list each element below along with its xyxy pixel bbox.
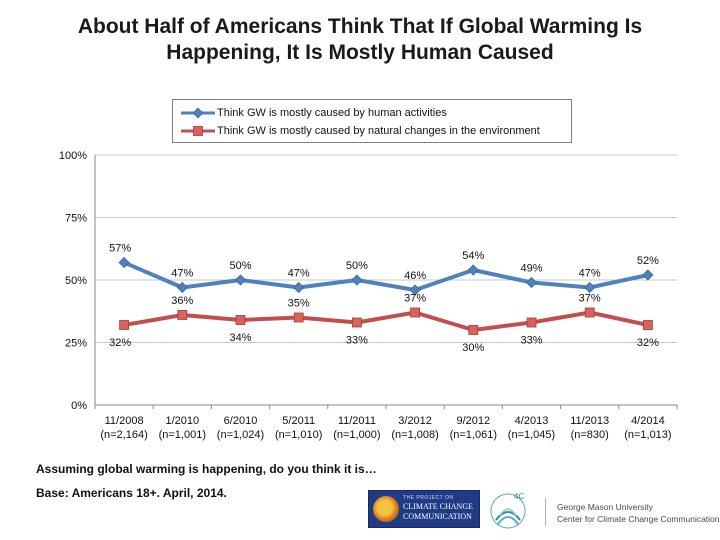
y-tick-label: 75% xyxy=(65,213,87,225)
data-label-natural: 33% xyxy=(346,335,368,347)
legend-swatch-natural xyxy=(181,126,215,136)
ycc-logo-line-3: COMMUNICATION xyxy=(403,512,472,521)
data-point-human xyxy=(176,281,188,294)
data-point-human xyxy=(642,269,654,281)
x-tick-label: 11/2011 xyxy=(338,415,376,427)
data-point-human xyxy=(118,256,130,269)
data-point-natural xyxy=(526,317,537,328)
x-tick-label: 1/2010 xyxy=(165,415,199,427)
x-tick-sample-size: (n=830) xyxy=(571,429,609,441)
x-tick-label: 9/2012 xyxy=(456,415,490,427)
data-label-natural: 36% xyxy=(171,295,193,307)
data-label-human: 47% xyxy=(579,268,601,280)
data-label-human: 47% xyxy=(171,268,193,280)
x-tick-label: 4/2014 xyxy=(631,415,665,427)
chart-title: About Half of Americans Think That If Gl… xyxy=(0,14,720,66)
data-label-natural: 34% xyxy=(229,332,251,344)
chart-legend: Think GW is mostly caused by human activ… xyxy=(172,99,572,143)
data-label-human: 57% xyxy=(109,243,131,255)
data-point-human xyxy=(351,274,363,286)
data-point-human xyxy=(409,284,421,296)
seal-icon xyxy=(373,496,399,522)
y-tick-label: 50% xyxy=(65,275,87,287)
series-line-natural xyxy=(123,310,649,332)
x-tick-sample-size: (n=1,024) xyxy=(217,429,264,441)
x-tick-sample-size: (n=1,001) xyxy=(159,429,206,441)
data-point-natural xyxy=(293,312,304,323)
x-tick-label: 3/2012 xyxy=(398,415,432,427)
data-point-natural xyxy=(584,307,595,318)
data-point-natural xyxy=(410,307,421,318)
x-tick-label: 5/2011 xyxy=(282,415,315,427)
chart-title-line-2: Happening, It Is Mostly Human Caused xyxy=(166,41,554,64)
data-point-human xyxy=(525,276,538,289)
legend-swatch-human xyxy=(181,107,215,119)
legend-item-natural: Think GW is mostly caused by natural cha… xyxy=(179,122,540,140)
data-label-natural: 30% xyxy=(462,342,484,354)
yale-climate-logo: THE PROJECT ON CLIMATE CHANGE COMMUNICAT… xyxy=(368,490,480,528)
logo-divider xyxy=(545,498,546,526)
data-label-human: 49% xyxy=(520,263,542,275)
data-point-natural xyxy=(235,315,246,325)
data-point-human xyxy=(467,264,479,276)
data-label-human: 52% xyxy=(637,255,659,267)
data-label-human: 54% xyxy=(462,250,484,262)
data-point-natural xyxy=(119,320,129,330)
4c-logo-text: 4C xyxy=(514,492,524,501)
data-label-natural: 37% xyxy=(579,293,601,305)
data-label-natural: 37% xyxy=(404,293,426,305)
data-label-human: 47% xyxy=(288,268,310,280)
data-point-human xyxy=(293,281,305,294)
data-label-natural: 32% xyxy=(109,337,131,349)
x-tick-sample-size: (n=1,061) xyxy=(450,429,497,441)
legend-item-human: Think GW is mostly caused by human activ… xyxy=(179,104,447,122)
x-tick-label: 11/2008 xyxy=(105,415,144,427)
legend-label-natural: Think GW is mostly caused by natural cha… xyxy=(217,125,540,137)
x-tick-sample-size: (n=1,008) xyxy=(391,429,438,441)
series-line-human xyxy=(123,260,649,292)
x-tick-sample-size: (n=1,045) xyxy=(508,429,555,441)
gmu-name: George Mason University xyxy=(557,502,653,512)
y-tick-label: 25% xyxy=(65,338,87,350)
y-tick-label: 100% xyxy=(59,150,87,162)
gmu-center-name: Center for Climate Change Communication xyxy=(557,514,720,524)
data-point-natural xyxy=(177,310,188,320)
data-label-natural: 35% xyxy=(288,298,310,310)
x-tick-sample-size: (n=1,010) xyxy=(275,429,322,441)
x-tick-label: 6/2010 xyxy=(224,415,258,427)
data-point-natural xyxy=(468,325,479,335)
data-point-human xyxy=(584,281,596,294)
ycc-logo-line-2: CLIMATE CHANGE xyxy=(403,502,473,511)
survey-question: Assuming global warming is happening, do… xyxy=(36,462,377,476)
survey-base: Base: Americans 18+. April, 2014. xyxy=(36,486,227,500)
data-point-human xyxy=(234,274,247,286)
data-label-human: 46% xyxy=(404,270,426,282)
data-label-human: 50% xyxy=(229,260,251,272)
data-point-natural xyxy=(643,320,653,330)
4c-logo-icon: 4C xyxy=(490,492,526,529)
data-label-natural: 32% xyxy=(637,337,659,349)
data-label-natural: 33% xyxy=(520,335,542,347)
legend-label-human: Think GW is mostly caused by human activ… xyxy=(217,107,447,119)
x-tick-sample-size: (n=1,013) xyxy=(624,429,671,441)
x-tick-sample-size: (n=1,000) xyxy=(333,429,380,441)
chart-title-line-1: About Half of Americans Think That If Gl… xyxy=(77,15,643,38)
ycc-logo-line-1: THE PROJECT ON xyxy=(403,495,454,501)
data-point-natural xyxy=(351,317,362,328)
y-tick-label: 0% xyxy=(71,400,87,412)
data-label-human: 50% xyxy=(346,260,368,272)
x-tick-label: 4/2013 xyxy=(515,415,549,427)
x-tick-sample-size: (n=2,164) xyxy=(100,429,147,441)
x-tick-label: 11/2013 xyxy=(570,415,609,427)
